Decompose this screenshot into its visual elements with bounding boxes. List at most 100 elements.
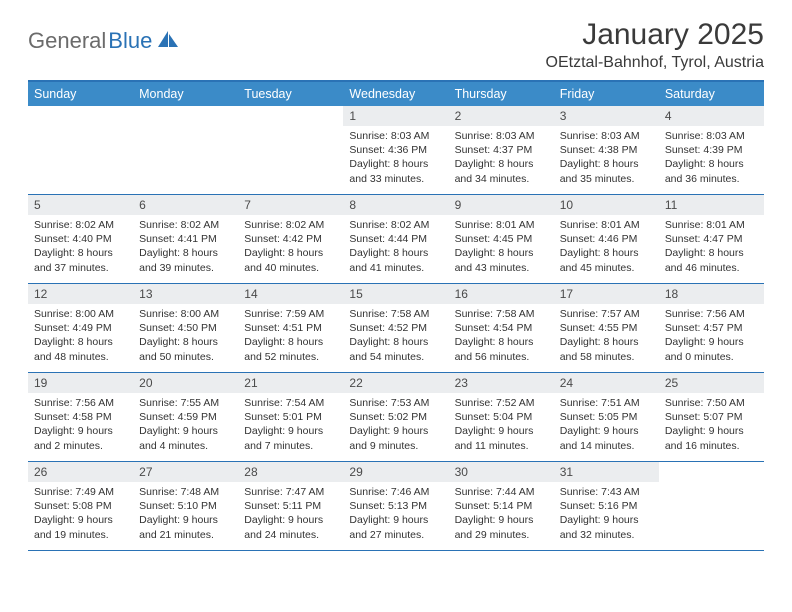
day-number: 23 <box>449 373 554 393</box>
day-info: Sunrise: 8:01 AMSunset: 4:47 PMDaylight:… <box>659 215 764 280</box>
day-info: Sunrise: 8:02 AMSunset: 4:44 PMDaylight:… <box>343 215 448 280</box>
weekday-header: SundayMondayTuesdayWednesdayThursdayFrid… <box>28 82 764 106</box>
day-cell <box>133 106 238 194</box>
weekday-label: Friday <box>554 82 659 106</box>
day-number: 5 <box>28 195 133 215</box>
day-info: Sunrise: 8:01 AMSunset: 4:45 PMDaylight:… <box>449 215 554 280</box>
day-number: 21 <box>238 373 343 393</box>
day-cell: 20Sunrise: 7:55 AMSunset: 4:59 PMDayligh… <box>133 373 238 461</box>
day-cell: 5Sunrise: 8:02 AMSunset: 4:40 PMDaylight… <box>28 195 133 283</box>
weekday-label: Wednesday <box>343 82 448 106</box>
day-cell: 14Sunrise: 7:59 AMSunset: 4:51 PMDayligh… <box>238 284 343 372</box>
weekday-label: Monday <box>133 82 238 106</box>
calendar-grid: SundayMondayTuesdayWednesdayThursdayFrid… <box>28 80 764 551</box>
day-cell: 6Sunrise: 8:02 AMSunset: 4:41 PMDaylight… <box>133 195 238 283</box>
day-number: 9 <box>449 195 554 215</box>
day-number: 28 <box>238 462 343 482</box>
day-info: Sunrise: 7:48 AMSunset: 5:10 PMDaylight:… <box>133 482 238 547</box>
day-cell: 15Sunrise: 7:58 AMSunset: 4:52 PMDayligh… <box>343 284 448 372</box>
day-cell: 4Sunrise: 8:03 AMSunset: 4:39 PMDaylight… <box>659 106 764 194</box>
day-number: 18 <box>659 284 764 304</box>
day-number: 14 <box>238 284 343 304</box>
day-info: Sunrise: 7:54 AMSunset: 5:01 PMDaylight:… <box>238 393 343 458</box>
day-info: Sunrise: 7:58 AMSunset: 4:52 PMDaylight:… <box>343 304 448 369</box>
day-number: 30 <box>449 462 554 482</box>
day-info: Sunrise: 8:03 AMSunset: 4:39 PMDaylight:… <box>659 126 764 191</box>
brand-logo: GeneralBlue <box>28 18 180 54</box>
month-title: January 2025 <box>546 18 764 52</box>
day-number: 10 <box>554 195 659 215</box>
day-info: Sunrise: 7:44 AMSunset: 5:14 PMDaylight:… <box>449 482 554 547</box>
day-cell: 30Sunrise: 7:44 AMSunset: 5:14 PMDayligh… <box>449 462 554 550</box>
day-number: 15 <box>343 284 448 304</box>
weekday-label: Sunday <box>28 82 133 106</box>
week-row: 5Sunrise: 8:02 AMSunset: 4:40 PMDaylight… <box>28 195 764 284</box>
day-info: Sunrise: 8:02 AMSunset: 4:42 PMDaylight:… <box>238 215 343 280</box>
day-info: Sunrise: 8:03 AMSunset: 4:38 PMDaylight:… <box>554 126 659 191</box>
day-cell: 1Sunrise: 8:03 AMSunset: 4:36 PMDaylight… <box>343 106 448 194</box>
day-number: 11 <box>659 195 764 215</box>
day-cell: 25Sunrise: 7:50 AMSunset: 5:07 PMDayligh… <box>659 373 764 461</box>
day-number: 1 <box>343 106 448 126</box>
day-info: Sunrise: 7:58 AMSunset: 4:54 PMDaylight:… <box>449 304 554 369</box>
week-row: 1Sunrise: 8:03 AMSunset: 4:36 PMDaylight… <box>28 106 764 195</box>
day-cell: 27Sunrise: 7:48 AMSunset: 5:10 PMDayligh… <box>133 462 238 550</box>
day-number: 13 <box>133 284 238 304</box>
day-number: 19 <box>28 373 133 393</box>
weekday-label: Tuesday <box>238 82 343 106</box>
day-cell: 7Sunrise: 8:02 AMSunset: 4:42 PMDaylight… <box>238 195 343 283</box>
day-number: 8 <box>343 195 448 215</box>
day-number: 12 <box>28 284 133 304</box>
day-cell <box>238 106 343 194</box>
day-info: Sunrise: 8:00 AMSunset: 4:50 PMDaylight:… <box>133 304 238 369</box>
day-cell: 19Sunrise: 7:56 AMSunset: 4:58 PMDayligh… <box>28 373 133 461</box>
day-cell: 22Sunrise: 7:53 AMSunset: 5:02 PMDayligh… <box>343 373 448 461</box>
day-info: Sunrise: 7:47 AMSunset: 5:11 PMDaylight:… <box>238 482 343 547</box>
day-info: Sunrise: 7:43 AMSunset: 5:16 PMDaylight:… <box>554 482 659 547</box>
day-cell: 21Sunrise: 7:54 AMSunset: 5:01 PMDayligh… <box>238 373 343 461</box>
week-row: 26Sunrise: 7:49 AMSunset: 5:08 PMDayligh… <box>28 462 764 551</box>
day-number: 16 <box>449 284 554 304</box>
day-info: Sunrise: 7:56 AMSunset: 4:57 PMDaylight:… <box>659 304 764 369</box>
day-info: Sunrise: 7:57 AMSunset: 4:55 PMDaylight:… <box>554 304 659 369</box>
day-number: 3 <box>554 106 659 126</box>
day-cell: 9Sunrise: 8:01 AMSunset: 4:45 PMDaylight… <box>449 195 554 283</box>
page-header: GeneralBlue January 2025 OEtztal-Bahnhof… <box>28 18 764 72</box>
day-cell: 16Sunrise: 7:58 AMSunset: 4:54 PMDayligh… <box>449 284 554 372</box>
day-cell: 3Sunrise: 8:03 AMSunset: 4:38 PMDaylight… <box>554 106 659 194</box>
weekday-label: Saturday <box>659 82 764 106</box>
day-number: 22 <box>343 373 448 393</box>
day-info: Sunrise: 8:02 AMSunset: 4:40 PMDaylight:… <box>28 215 133 280</box>
day-cell: 26Sunrise: 7:49 AMSunset: 5:08 PMDayligh… <box>28 462 133 550</box>
sail-icon <box>156 29 180 54</box>
day-number: 2 <box>449 106 554 126</box>
day-number: 20 <box>133 373 238 393</box>
day-info: Sunrise: 7:56 AMSunset: 4:58 PMDaylight:… <box>28 393 133 458</box>
day-cell: 23Sunrise: 7:52 AMSunset: 5:04 PMDayligh… <box>449 373 554 461</box>
day-cell: 29Sunrise: 7:46 AMSunset: 5:13 PMDayligh… <box>343 462 448 550</box>
day-number: 29 <box>343 462 448 482</box>
brand-text-1: General <box>28 28 106 54</box>
day-info: Sunrise: 8:03 AMSunset: 4:36 PMDaylight:… <box>343 126 448 191</box>
day-info: Sunrise: 8:00 AMSunset: 4:49 PMDaylight:… <box>28 304 133 369</box>
location-text: OEtztal-Bahnhof, Tyrol, Austria <box>546 54 764 72</box>
brand-text-2: Blue <box>108 28 152 54</box>
day-number: 31 <box>554 462 659 482</box>
week-row: 12Sunrise: 8:00 AMSunset: 4:49 PMDayligh… <box>28 284 764 373</box>
day-cell: 2Sunrise: 8:03 AMSunset: 4:37 PMDaylight… <box>449 106 554 194</box>
day-cell: 11Sunrise: 8:01 AMSunset: 4:47 PMDayligh… <box>659 195 764 283</box>
weekday-label: Thursday <box>449 82 554 106</box>
day-info: Sunrise: 8:03 AMSunset: 4:37 PMDaylight:… <box>449 126 554 191</box>
day-cell <box>659 462 764 550</box>
day-cell <box>28 106 133 194</box>
day-cell: 31Sunrise: 7:43 AMSunset: 5:16 PMDayligh… <box>554 462 659 550</box>
day-number: 17 <box>554 284 659 304</box>
day-number: 27 <box>133 462 238 482</box>
day-cell: 17Sunrise: 7:57 AMSunset: 4:55 PMDayligh… <box>554 284 659 372</box>
day-cell: 10Sunrise: 8:01 AMSunset: 4:46 PMDayligh… <box>554 195 659 283</box>
day-number: 7 <box>238 195 343 215</box>
day-cell: 24Sunrise: 7:51 AMSunset: 5:05 PMDayligh… <box>554 373 659 461</box>
day-number: 24 <box>554 373 659 393</box>
day-number: 26 <box>28 462 133 482</box>
day-info: Sunrise: 8:01 AMSunset: 4:46 PMDaylight:… <box>554 215 659 280</box>
